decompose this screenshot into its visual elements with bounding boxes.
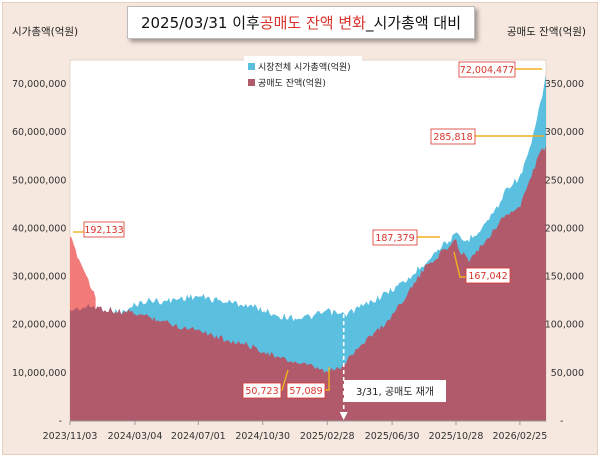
callout-label: 57,089 [289,386,322,397]
x-tick-label: 2025/10/28 [429,431,484,442]
right-tick-label: 300,000 [545,127,584,138]
x-tick-label: 2024/03/04 [108,431,163,442]
right-tick-label: 150,000 [545,272,584,283]
callout-box [465,267,511,284]
callout-box [372,229,418,246]
callout-box [286,382,326,399]
legend-swatch-short-balance [248,79,255,86]
callout-box [430,128,476,145]
title-prefix: 2025/03/31 이후 [140,14,260,32]
left-tick-label: 40,000,000 [12,224,66,235]
x-tick-label: 2025/06/30 [365,431,420,442]
left-tick-label: 20,000,000 [12,320,66,331]
right-tick-label: 50,000 [551,368,584,379]
left-tick-label: 60,000,000 [12,127,66,138]
right-tick-label: 200,000 [545,224,584,235]
left-tick-label: - [59,416,62,427]
legend-box [244,56,362,94]
callout-label: 192,133 [84,225,123,236]
left-tick-label: 30,000,000 [12,272,66,283]
callout-leader [325,367,330,391]
legend-label-market-cap: 시장전체 시가총액(억원) [258,61,351,73]
left-tick-label: 10,000,000 [12,368,66,379]
x-tick-label: 2024/07/01 [171,431,226,442]
title-suffix: _시가총액 대비 [365,14,462,32]
short-balance-area [70,145,546,421]
title-highlight: 공매도 잔액 변화 [259,14,366,32]
left-tick-label: 50,000,000 [12,175,66,186]
callout-label: 167,042 [468,271,507,282]
chart-title: 2025/03/31 이후 공매도 잔액 변화 _시가총액 대비 [127,6,475,39]
callout-label: 285,818 [433,132,472,143]
left-tick-label: 70,000,000 [12,79,66,90]
legend: 시장전체 시가총액(억원) 공매도 잔액(억원) [244,56,362,94]
x-tick-label: 2024/10/30 [235,431,290,442]
callout-label: 187,379 [375,233,414,244]
right-tick-label: - [560,416,563,427]
right-tick-label: 250,000 [545,175,584,186]
callout-box [83,221,125,238]
resume-marker-label: 3/31, 공매도 재개 [356,386,434,398]
right-axis-label: 공매도 잔액(억원) [507,26,586,38]
callout-box [242,382,282,399]
left-axis-label: 시가총액(억원) [12,26,78,38]
legend-label-short-balance: 공매도 잔액(억원) [258,77,326,89]
legend-swatch-market-cap [248,63,255,70]
callout-leader [453,251,466,278]
x-tick-label: 2026/02/25 [493,431,548,442]
x-tick-label: 2023/11/03 [43,431,98,442]
x-tick-label: 2025/02/28 [300,431,355,442]
right-tick-label: 100,000 [545,320,584,331]
resume-marker-box [344,380,446,402]
callout-label: 50,723 [245,386,278,397]
callout-box [458,61,516,78]
callout-label: 72,004,477 [460,65,514,76]
right-tick-label: 350,000 [545,79,584,90]
